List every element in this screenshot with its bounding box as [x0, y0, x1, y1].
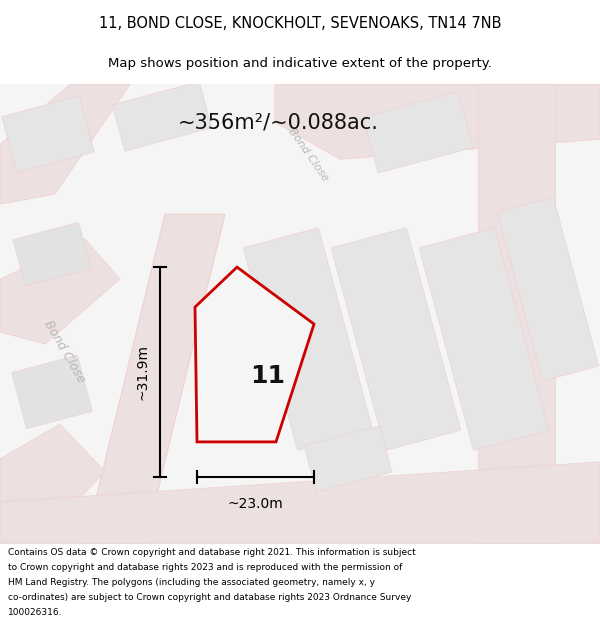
Polygon shape	[0, 239, 120, 344]
Polygon shape	[112, 81, 212, 151]
Polygon shape	[478, 84, 555, 544]
Polygon shape	[195, 267, 314, 442]
Polygon shape	[497, 198, 599, 381]
Polygon shape	[85, 214, 225, 544]
Polygon shape	[11, 355, 92, 429]
Polygon shape	[304, 426, 392, 492]
Polygon shape	[243, 228, 373, 451]
Text: ~356m²/~0.088ac.: ~356m²/~0.088ac.	[178, 112, 379, 132]
Polygon shape	[0, 84, 600, 544]
Text: ~31.9m: ~31.9m	[135, 344, 149, 400]
Polygon shape	[13, 222, 91, 286]
Polygon shape	[331, 228, 461, 451]
Polygon shape	[0, 462, 600, 544]
Text: 11: 11	[251, 364, 286, 388]
Text: Bond Close: Bond Close	[286, 126, 330, 182]
Text: 100026316.: 100026316.	[8, 608, 62, 617]
Polygon shape	[0, 84, 130, 204]
Text: Contains OS data © Crown copyright and database right 2021. This information is : Contains OS data © Crown copyright and d…	[8, 548, 416, 557]
Polygon shape	[419, 228, 549, 451]
Text: to Crown copyright and database rights 2023 and is reproduced with the permissio: to Crown copyright and database rights 2…	[8, 563, 403, 572]
Text: Map shows position and indicative extent of the property.: Map shows position and indicative extent…	[108, 57, 492, 70]
Text: ~23.0m: ~23.0m	[227, 497, 283, 511]
Text: HM Land Registry. The polygons (including the associated geometry, namely x, y: HM Land Registry. The polygons (includin…	[8, 578, 375, 587]
Text: 11, BOND CLOSE, KNOCKHOLT, SEVENOAKS, TN14 7NB: 11, BOND CLOSE, KNOCKHOLT, SEVENOAKS, TN…	[99, 16, 501, 31]
Text: co-ordinates) are subject to Crown copyright and database rights 2023 Ordnance S: co-ordinates) are subject to Crown copyr…	[8, 593, 412, 602]
Polygon shape	[0, 424, 105, 524]
Polygon shape	[363, 92, 473, 173]
Polygon shape	[275, 84, 600, 159]
Polygon shape	[2, 96, 94, 172]
Text: Bond Close: Bond Close	[42, 318, 88, 386]
